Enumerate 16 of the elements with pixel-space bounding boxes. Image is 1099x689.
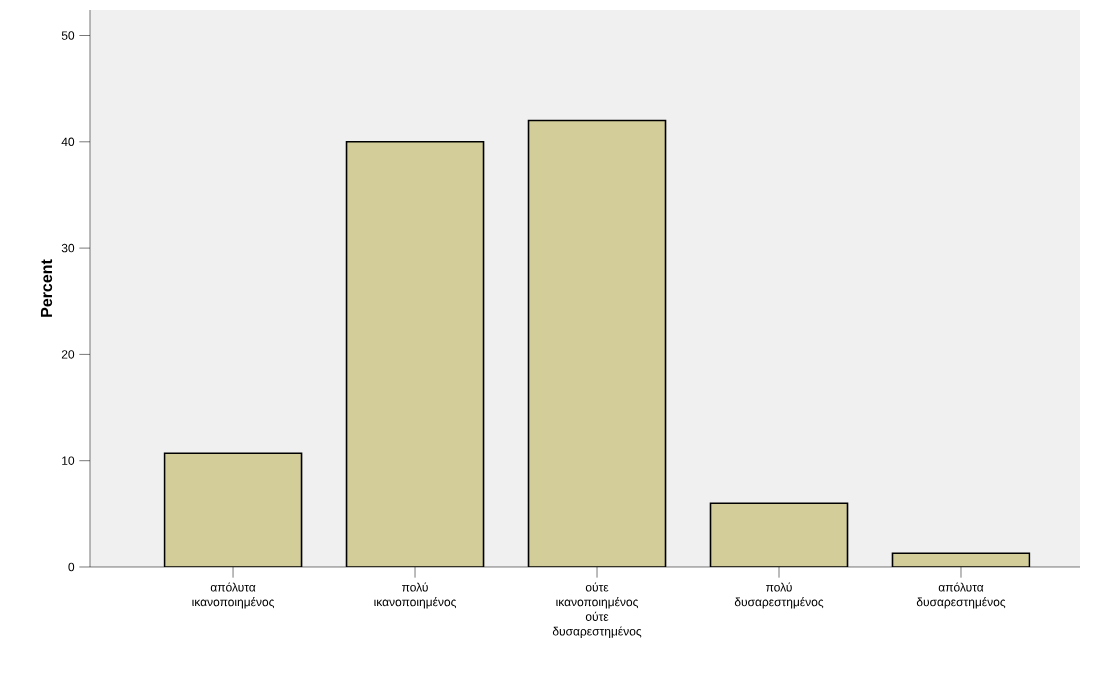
x-tick-label: ούτε ικανοποιημένος ούτε δυσαρεστημένος [552, 582, 642, 638]
y-tick-label: 50 [61, 31, 75, 40]
y-tick-label: 0 [68, 562, 75, 572]
bar [709, 502, 849, 567]
bar [345, 141, 485, 567]
y-tick-label: 40 [61, 137, 75, 147]
x-tick-label: απόλυτα δυσαρεστημένος [916, 582, 1006, 609]
y-tick-label: 20 [61, 350, 75, 359]
bar [527, 119, 667, 567]
x-tick-label: απόλυτα ικανοποιημένος [192, 582, 275, 609]
x-tick-label: πολύ ικανοποιημένος [374, 582, 457, 609]
x-tick-label: πολύ δυσαρεστημένος [734, 582, 824, 609]
y-tick-label: 10 [62, 456, 75, 465]
y-axis-title: Percent [40, 259, 53, 317]
bar [163, 452, 303, 567]
y-tick-label: 30 [61, 243, 75, 253]
